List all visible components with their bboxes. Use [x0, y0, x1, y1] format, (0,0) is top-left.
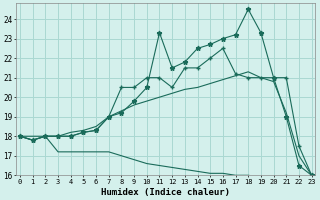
X-axis label: Humidex (Indice chaleur): Humidex (Indice chaleur) [101, 188, 230, 197]
